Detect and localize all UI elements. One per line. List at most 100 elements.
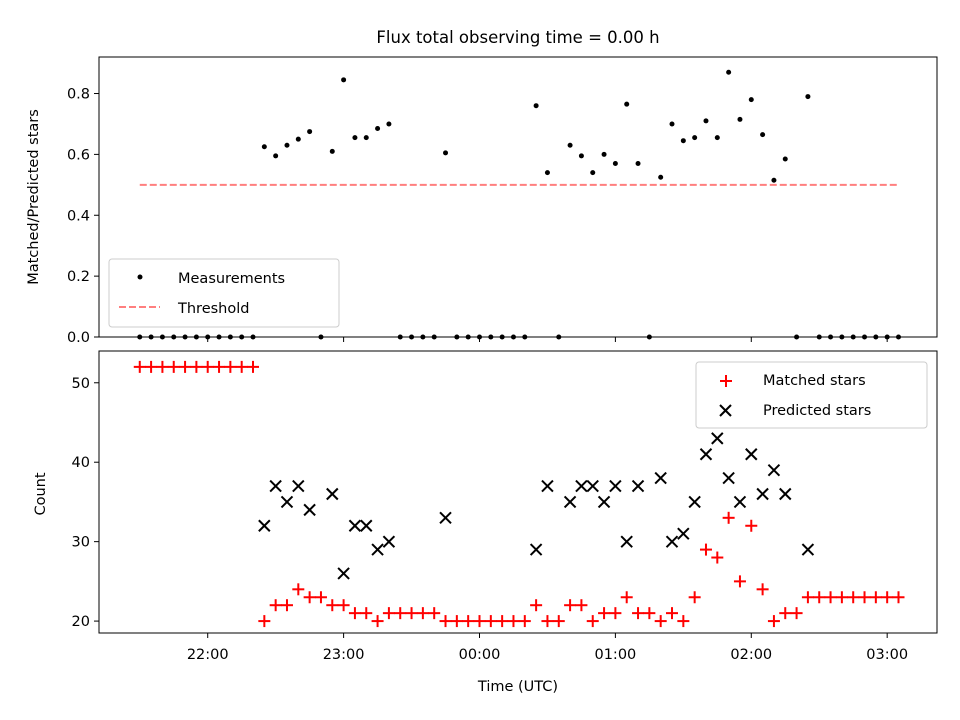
- predicted-star-point: [722, 471, 735, 485]
- legend-matched-label: Matched stars: [763, 373, 866, 389]
- matched-star-point: [439, 615, 452, 628]
- matched-star-point: [643, 607, 656, 620]
- measurement-point: [601, 151, 607, 157]
- matched-star-point: [586, 615, 599, 628]
- matched-star-point: [756, 583, 769, 596]
- measurement-point: [307, 129, 313, 135]
- predicted-star-point: [258, 519, 271, 532]
- bottom-marks: [133, 360, 905, 628]
- legend-predicted-marker: [719, 404, 732, 417]
- predicted-star-point: [326, 487, 339, 501]
- matched-star-point: [813, 591, 826, 604]
- predicted-star-point: [665, 535, 679, 548]
- measurement-point: [273, 153, 279, 159]
- matched-star-point: [405, 607, 418, 620]
- measurement-point: [341, 77, 347, 83]
- matched-star-point: [609, 607, 622, 620]
- measurement-point: [635, 161, 641, 167]
- measurement-point: [375, 126, 381, 132]
- top-y-tick-label: 0.8: [67, 87, 90, 103]
- matched-star-point: [224, 360, 237, 373]
- top-y-label: Matched/Predicted stars: [26, 109, 42, 285]
- predicted-star-point: [631, 479, 645, 493]
- predicted-star-point: [767, 463, 781, 477]
- bottom-y-tick-label: 40: [72, 455, 90, 471]
- measurement-point: [567, 142, 573, 148]
- predicted-star-point: [382, 535, 396, 548]
- bottom-x-label: Time (UTC): [477, 679, 558, 695]
- bottom-legend: Matched stars Predicted stars: [695, 361, 928, 429]
- matched-star-point: [790, 607, 803, 620]
- matched-star-point: [847, 591, 860, 604]
- measurement-point: [669, 121, 675, 127]
- measurement-point: [352, 135, 358, 141]
- measurement-point: [533, 103, 539, 109]
- matched-star-point: [235, 360, 248, 373]
- measurement-point: [748, 97, 754, 103]
- matched-star-point: [247, 360, 260, 373]
- measurement-point: [590, 170, 596, 176]
- measurement-point: [284, 142, 290, 148]
- matched-star-point: [858, 591, 871, 604]
- measurement-point: [680, 138, 686, 144]
- legend-matched-marker: [720, 375, 732, 387]
- predicted-star-point: [360, 519, 373, 532]
- legend-measurements-label: Measurements: [178, 271, 285, 287]
- predicted-star-point: [779, 487, 792, 501]
- matched-star-point: [303, 591, 316, 604]
- matched-star-point: [326, 599, 339, 612]
- measurement-point: [329, 148, 335, 154]
- predicted-star-point: [609, 479, 622, 493]
- top-y-tick-label: 0.2: [67, 269, 90, 285]
- matched-star-point: [258, 615, 271, 628]
- top-legend-box: [108, 258, 340, 328]
- predicted-star-point: [541, 479, 554, 493]
- measurement-point: [624, 101, 630, 107]
- measurement-point: [805, 94, 811, 100]
- matched-star-point: [835, 591, 848, 604]
- matched-star-point: [620, 591, 633, 604]
- matched-star-point: [292, 583, 305, 596]
- matched-star-point: [133, 360, 146, 373]
- matched-star-point: [632, 607, 645, 620]
- predicted-star-point: [348, 519, 362, 532]
- measurement-point: [544, 170, 550, 176]
- matched-star-point: [518, 615, 531, 628]
- top-panel: Flux total observing time = 0.00 h 0.00.…: [26, 28, 938, 346]
- predicted-star-point: [575, 479, 588, 493]
- matched-star-point: [745, 519, 758, 532]
- predicted-star-point: [711, 432, 724, 445]
- matched-star-point: [598, 607, 611, 620]
- legend-measurements-marker: [137, 274, 143, 280]
- matched-star-point: [428, 607, 441, 620]
- legend-threshold-label: Threshold: [177, 301, 249, 317]
- predicted-star-point: [292, 479, 305, 493]
- measurement-point: [771, 177, 777, 183]
- bottom-y-tick-label: 50: [72, 376, 90, 392]
- top-y-tick-label: 0.0: [67, 330, 90, 346]
- measurement-point: [726, 69, 732, 75]
- predicted-star-point: [699, 448, 713, 461]
- matched-star-point: [507, 615, 520, 628]
- matched-star-point: [666, 607, 679, 620]
- bottom-x-tick-label: 22:00: [187, 647, 229, 663]
- bottom-y-label: Count: [33, 472, 49, 515]
- matched-star-point: [280, 599, 293, 612]
- matched-star-point: [314, 591, 327, 604]
- matched-star-point: [496, 615, 509, 628]
- measurement-point: [737, 116, 743, 122]
- top-y-tick-label: 0.6: [67, 147, 90, 163]
- matched-star-point: [213, 360, 226, 373]
- matched-star-point: [337, 599, 350, 612]
- predicted-star-point: [337, 567, 350, 580]
- bottom-y-tick-label: 20: [72, 614, 90, 630]
- predicted-star-point: [801, 543, 815, 556]
- matched-star-point: [779, 607, 792, 620]
- matched-star-point: [201, 360, 214, 373]
- measurement-point: [386, 121, 392, 127]
- predicted-star-point: [620, 535, 633, 548]
- predicted-star-point: [529, 543, 543, 556]
- measurement-point: [760, 132, 766, 138]
